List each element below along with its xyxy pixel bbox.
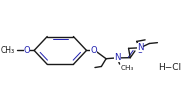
Text: N: N — [137, 43, 143, 52]
Text: CH₃: CH₃ — [0, 46, 15, 55]
Text: O: O — [24, 46, 30, 55]
Text: H−Cl: H−Cl — [158, 62, 182, 72]
Text: N: N — [114, 53, 121, 62]
Text: CH₃: CH₃ — [121, 65, 134, 71]
Text: O: O — [90, 46, 97, 55]
Text: O: O — [137, 46, 143, 55]
